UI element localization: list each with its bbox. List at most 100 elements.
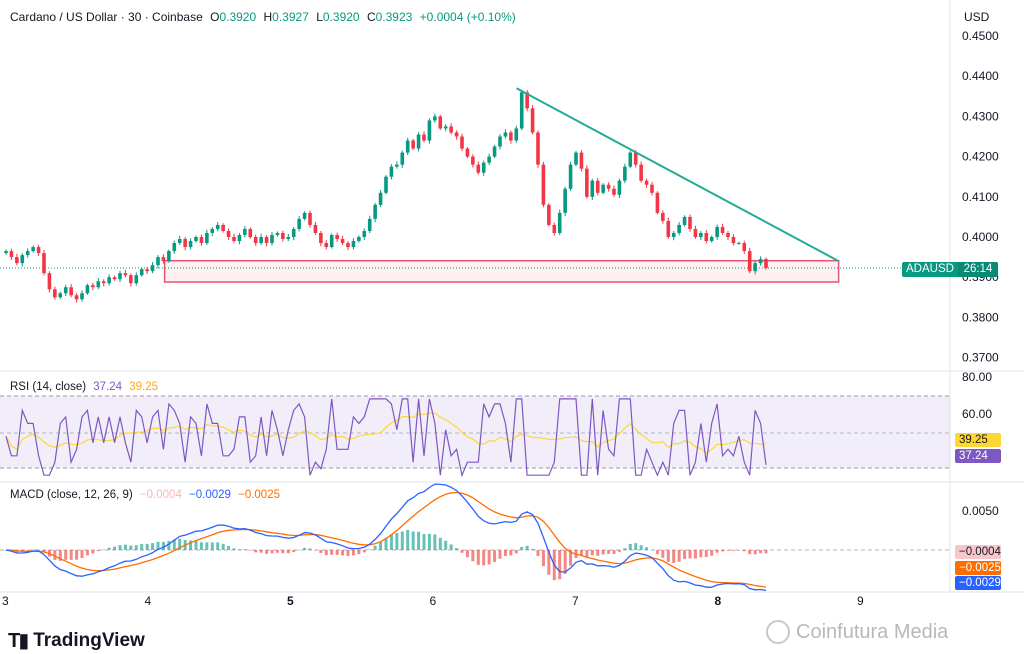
candle bbox=[172, 243, 177, 252]
candle bbox=[47, 273, 52, 290]
macd-bar bbox=[628, 543, 632, 550]
macd-bar bbox=[270, 550, 274, 554]
rsi-line bbox=[5, 398, 767, 478]
macd-bar bbox=[248, 550, 252, 551]
candle bbox=[319, 232, 323, 244]
macd-bar bbox=[688, 550, 692, 559]
macd-bar bbox=[161, 541, 165, 550]
candle bbox=[373, 204, 377, 219]
candle bbox=[9, 251, 14, 258]
symbol-title[interactable]: Cardano / US Dollar · 30 · Coinbase bbox=[10, 10, 203, 24]
price-axis-label: 0.3800 bbox=[962, 310, 999, 324]
candle bbox=[36, 247, 41, 254]
candle bbox=[747, 251, 752, 272]
macd-bar bbox=[373, 545, 377, 550]
signal-line bbox=[5, 491, 767, 588]
currency-label[interactable]: USD bbox=[964, 10, 990, 24]
candle bbox=[699, 232, 703, 237]
candle bbox=[454, 132, 459, 137]
rsi-legend[interactable]: RSI (14, close) 37.24 39.25 bbox=[10, 381, 158, 393]
candle bbox=[205, 232, 209, 244]
macd-bar bbox=[26, 550, 30, 551]
candle bbox=[655, 192, 660, 213]
candle bbox=[579, 152, 584, 169]
macd-bar bbox=[254, 550, 258, 553]
macd-bar bbox=[731, 550, 735, 551]
macd-bar bbox=[96, 550, 100, 552]
change-value: +0.0004 (+0.10%) bbox=[419, 10, 516, 24]
time-axis-label: 7 bbox=[572, 594, 579, 608]
candle bbox=[270, 234, 274, 244]
macd-bar bbox=[37, 549, 41, 551]
candle bbox=[449, 126, 453, 133]
macd-bar bbox=[389, 534, 393, 550]
macd-bar bbox=[400, 531, 404, 550]
price-axis-label: 0.3700 bbox=[962, 351, 999, 365]
candle bbox=[671, 232, 676, 237]
rsi-legend-name: RSI (14, close) bbox=[10, 381, 87, 393]
candle bbox=[96, 281, 101, 288]
tradingview-logo[interactable]: T▮ TradingView bbox=[8, 628, 145, 653]
candle bbox=[601, 184, 605, 193]
macd-bar bbox=[699, 550, 703, 558]
macd-bar bbox=[85, 550, 89, 556]
macd-bar bbox=[623, 548, 627, 550]
candle bbox=[476, 164, 481, 173]
macd-bar bbox=[460, 550, 464, 553]
macd-bar bbox=[650, 549, 654, 551]
macd-bar bbox=[129, 545, 133, 550]
candle bbox=[585, 168, 589, 197]
macd-bar bbox=[726, 550, 730, 551]
price-tag-symbol: ADAUSD bbox=[906, 263, 954, 275]
candle bbox=[525, 92, 529, 109]
macd-bar bbox=[395, 533, 399, 550]
time-axis-label: 6 bbox=[430, 594, 437, 608]
candle bbox=[536, 132, 540, 165]
macd-bar bbox=[476, 550, 480, 565]
symbol-legend[interactable]: Cardano / US Dollar · 30 · Coinbase O0.3… bbox=[10, 10, 516, 24]
macd-legend[interactable]: MACD (close, 12, 26, 9) −0.0004 −0.0029 … bbox=[10, 489, 280, 501]
candle bbox=[248, 228, 253, 237]
candle bbox=[541, 164, 546, 205]
candle bbox=[481, 162, 486, 173]
candle bbox=[259, 237, 263, 244]
candle bbox=[264, 237, 269, 244]
candle bbox=[324, 243, 329, 248]
macd-bar bbox=[579, 550, 583, 556]
candles bbox=[4, 89, 768, 303]
macd-axis-label: 0.0050 bbox=[962, 504, 999, 518]
macd-bar bbox=[232, 548, 236, 550]
macd-bar bbox=[406, 529, 410, 550]
candle bbox=[156, 257, 160, 266]
macd-bar bbox=[113, 546, 117, 550]
candle bbox=[302, 212, 307, 219]
macd-bar bbox=[91, 550, 95, 554]
candle bbox=[574, 152, 578, 165]
candle bbox=[183, 239, 187, 248]
candle bbox=[688, 216, 692, 229]
candle bbox=[498, 136, 502, 147]
candle bbox=[568, 164, 573, 189]
macd-bar bbox=[123, 544, 127, 550]
candle bbox=[416, 134, 421, 149]
candle bbox=[677, 224, 681, 233]
candle bbox=[85, 285, 90, 294]
candle bbox=[471, 156, 475, 165]
macd-bar bbox=[493, 550, 497, 562]
time-axis-label: 5 bbox=[287, 594, 294, 608]
candle bbox=[63, 287, 68, 294]
macd-bar bbox=[607, 550, 611, 554]
macd-bar bbox=[444, 540, 448, 550]
macd-bar bbox=[509, 550, 513, 556]
candle bbox=[281, 232, 285, 240]
rsi-ma-tag: 39.25 bbox=[955, 433, 1001, 447]
candle bbox=[595, 180, 600, 193]
macd-bar bbox=[748, 550, 752, 555]
macd-bar bbox=[237, 549, 241, 550]
candle bbox=[666, 220, 671, 237]
candle bbox=[509, 132, 513, 141]
candle bbox=[395, 164, 399, 167]
macd-bar bbox=[102, 549, 106, 551]
candle bbox=[161, 257, 166, 262]
